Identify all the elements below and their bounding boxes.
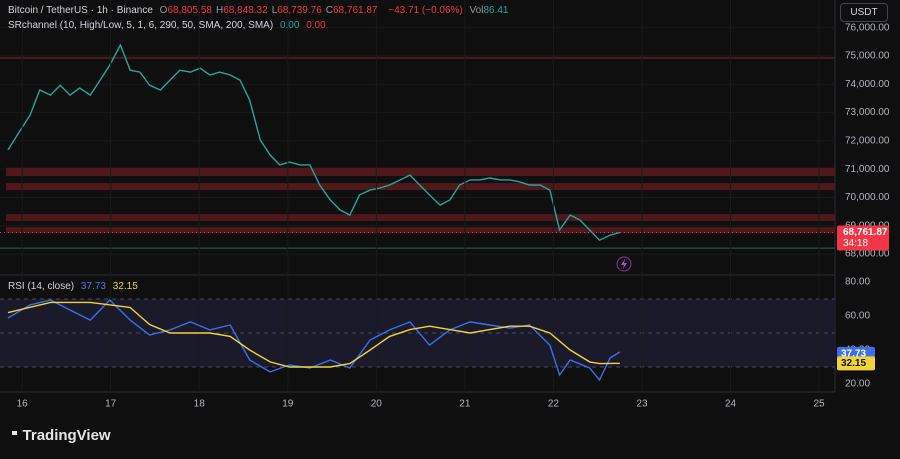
x-tick-label: 16 <box>17 399 29 410</box>
last-value-label: 37.73 <box>841 348 866 359</box>
ohlc-label: O <box>159 5 168 16</box>
y-tick-label: 72,000.00 <box>845 136 890 147</box>
x-tick-label: 21 <box>459 399 471 410</box>
rsi-sma-value: 32.15 <box>112 281 138 292</box>
y-tick-label: 73,000.00 <box>845 107 890 118</box>
ohlc-value: 68,761.87 <box>332 5 378 16</box>
legend-rsi: RSI (14, close) 37.73 32.15 <box>8 281 142 292</box>
brand: TradingView <box>10 427 111 444</box>
y-tick-label: 70,000.00 <box>845 192 890 203</box>
y-tick-label: 60.00 <box>845 311 870 322</box>
y-tick-label: 74,000.00 <box>845 79 890 90</box>
indicator-name: SRchannel (10, High/Low, 5, 1, 6, 290, 5… <box>8 20 274 31</box>
ohlc-label: L <box>271 5 278 16</box>
ohlc: O68,805.58 H68,848.32 L68,739.76 C68,761.87 <box>160 5 382 16</box>
x-tick-label: 20 <box>371 399 383 410</box>
ohlc-value: 68,805.58 <box>167 5 212 16</box>
change: −43.71 (−0.06%) <box>388 5 463 16</box>
event-icon-bolt <box>621 259 627 269</box>
indicator-value: 0.00 <box>306 20 326 31</box>
currency-button[interactable]: USDT <box>840 3 888 22</box>
last-value-label: 32.15 <box>841 358 866 369</box>
symbol: Bitcoin / TetherUS · 1h · Binance <box>8 5 153 16</box>
sr-zone <box>6 214 835 221</box>
ohlc-label: C <box>325 5 333 16</box>
indicator-value: 0.00 <box>279 20 300 31</box>
x-tick-label: 23 <box>636 399 648 410</box>
brand-name: TradingView <box>22 427 111 444</box>
last-price-label: 68,761.87 <box>843 227 888 238</box>
series-line <box>7 299 621 382</box>
series-line <box>7 43 620 242</box>
legend-main: Bitcoin / TetherUS · 1h · Binance O68,80… <box>8 5 516 16</box>
ohlc-value: 68,739.76 <box>277 5 322 16</box>
volume: Vol86.41 <box>470 5 513 16</box>
volume-label: Vol <box>469 5 484 16</box>
series-line <box>7 301 620 368</box>
logo-mark <box>12 431 17 435</box>
countdown: 34:18 <box>843 238 868 249</box>
x-tick-label: 24 <box>725 399 737 410</box>
rsi-name: RSI (14, close) <box>8 281 75 292</box>
event-icon[interactable] <box>616 256 632 272</box>
last-value-badge <box>837 356 875 371</box>
x-tick-label: 25 <box>813 399 825 410</box>
x-tick-label: 18 <box>194 399 206 410</box>
y-tick-label: 80.00 <box>845 277 870 288</box>
sr-zone <box>6 167 835 176</box>
x-tick-label: 22 <box>548 399 560 410</box>
y-tick-label: 75,000.00 <box>845 51 890 62</box>
y-tick-label: 68,000.00 <box>845 249 890 260</box>
legend-indicator: SRchannel (10, High/Low, 5, 1, 6, 290, 5… <box>8 20 330 31</box>
rsi-value: 37.73 <box>80 281 106 292</box>
sr-zone <box>6 227 835 234</box>
x-tick-label: 17 <box>105 399 117 410</box>
volume-value: 86.41 <box>483 5 509 16</box>
x-tick-label: 19 <box>282 399 294 410</box>
last-price-badge <box>837 225 889 251</box>
ohlc-value: 68,848.32 <box>223 5 268 16</box>
y-tick-label: 71,000.00 <box>845 164 890 175</box>
ohlc-label: H <box>215 5 224 16</box>
y-tick-label: 20.00 <box>845 379 870 390</box>
y-tick-label: 76,000.00 <box>845 22 890 33</box>
